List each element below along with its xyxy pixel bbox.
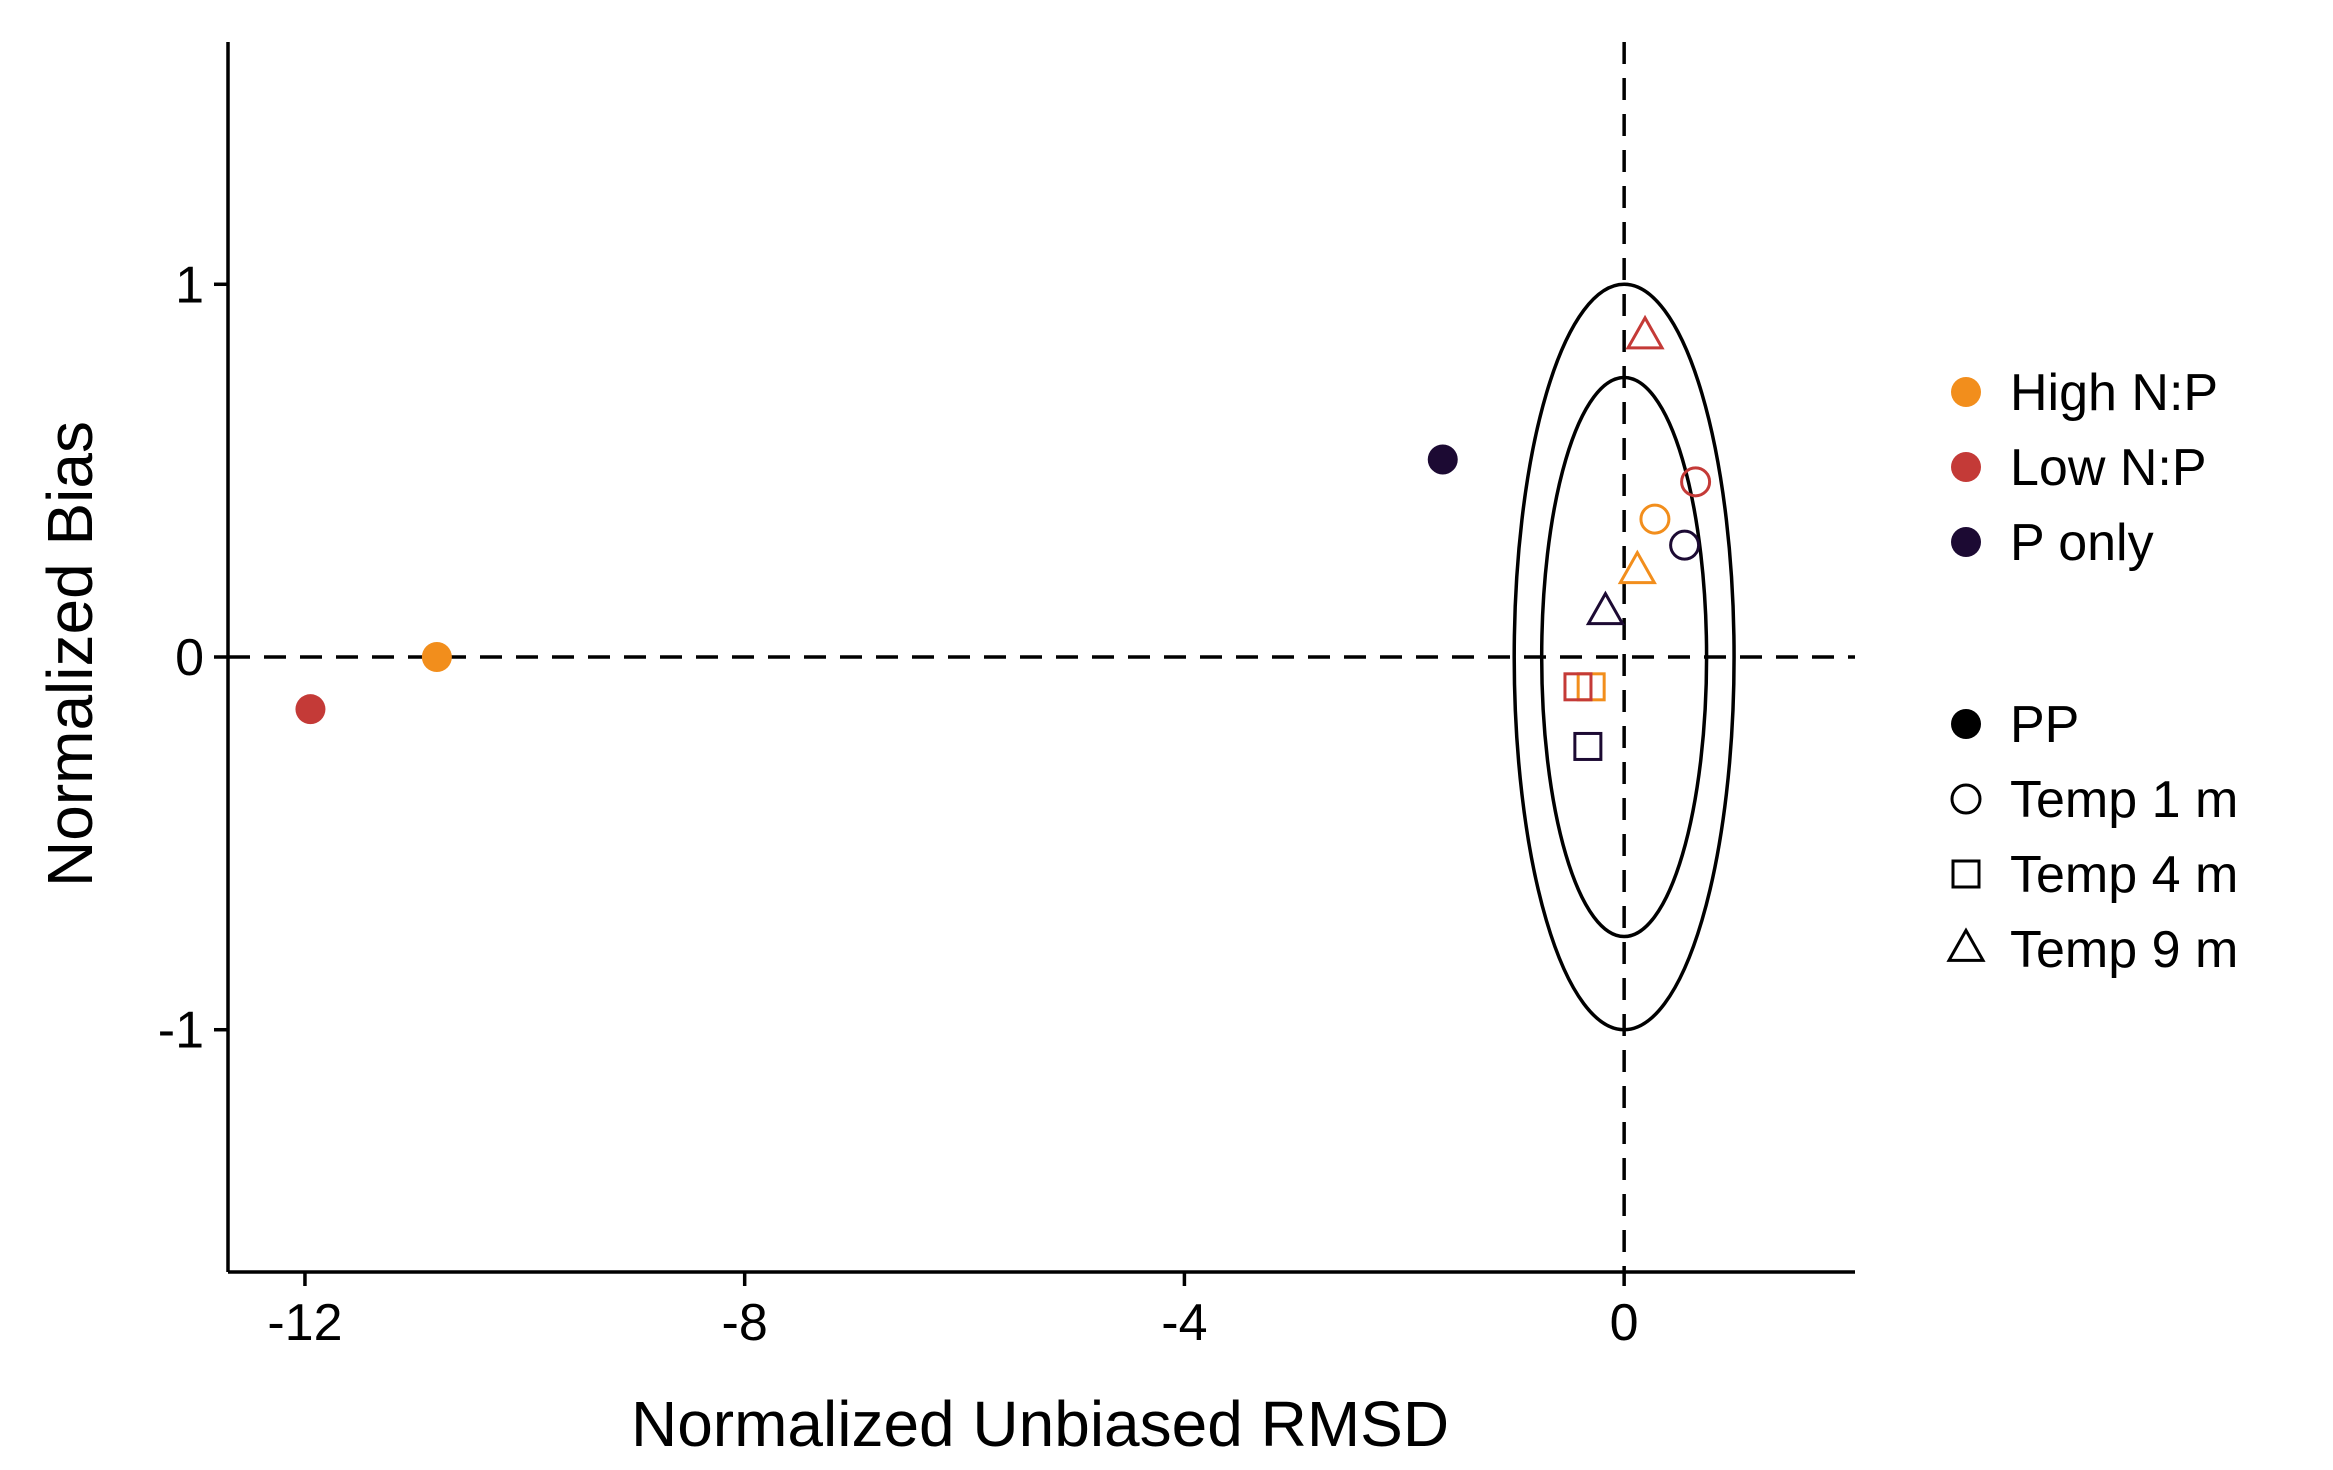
legend-shape-label: Temp 4 m: [2010, 846, 2238, 904]
legend-color-label: Low N:P: [2010, 439, 2207, 497]
legend-color-key: [1951, 452, 1981, 482]
y-tick-label: -1: [158, 1002, 204, 1060]
y-axis-title: Normalized Bias: [34, 421, 106, 887]
data-point: [1573, 731, 1603, 761]
data-point: [421, 642, 452, 672]
legend-shape-key: [1951, 709, 1981, 739]
data-point: [1625, 314, 1665, 350]
legend-shape-key: [1950, 783, 1982, 815]
plot-area: [228, 42, 1855, 1272]
x-axis-title: Normalized Unbiased RMSD: [631, 1388, 1449, 1460]
legend-shape-label: Temp 1 m: [2010, 771, 2238, 829]
x-tick-label: 0: [1610, 1294, 1639, 1352]
x-tick-label: -4: [1161, 1294, 1207, 1352]
data-point: [1617, 549, 1657, 585]
data-point: [1427, 444, 1458, 475]
legend-color-key: [1951, 527, 1981, 557]
data-point: [295, 694, 326, 725]
legend-shape-label: Temp 9 m: [2010, 921, 2238, 979]
legend-color-label: High N:P: [2010, 364, 2218, 422]
axes: -12 -8 -4 0 -1 0 1: [158, 42, 1855, 1352]
data-point: [1563, 672, 1593, 702]
data-point: [1680, 466, 1712, 498]
legend: High N:P Low N:P P only PP Temp 1 m Temp 4 m T…: [1946, 364, 2238, 979]
data-point: [1585, 590, 1626, 626]
y-tick-label: 0: [175, 629, 204, 687]
x-tick-label: -12: [267, 1294, 342, 1352]
legend-color-key: [1951, 377, 1981, 407]
legend-shape-key: [1951, 859, 1981, 889]
legend-color-label: P only: [2010, 514, 2154, 572]
data-point: [1669, 529, 1701, 561]
x-tick-label: -8: [722, 1294, 768, 1352]
y-tick-label: 1: [175, 256, 204, 314]
legend-shape-label: PP: [2010, 696, 2079, 754]
data-point: [1639, 503, 1671, 535]
legend-shape-key: [1946, 927, 1986, 962]
